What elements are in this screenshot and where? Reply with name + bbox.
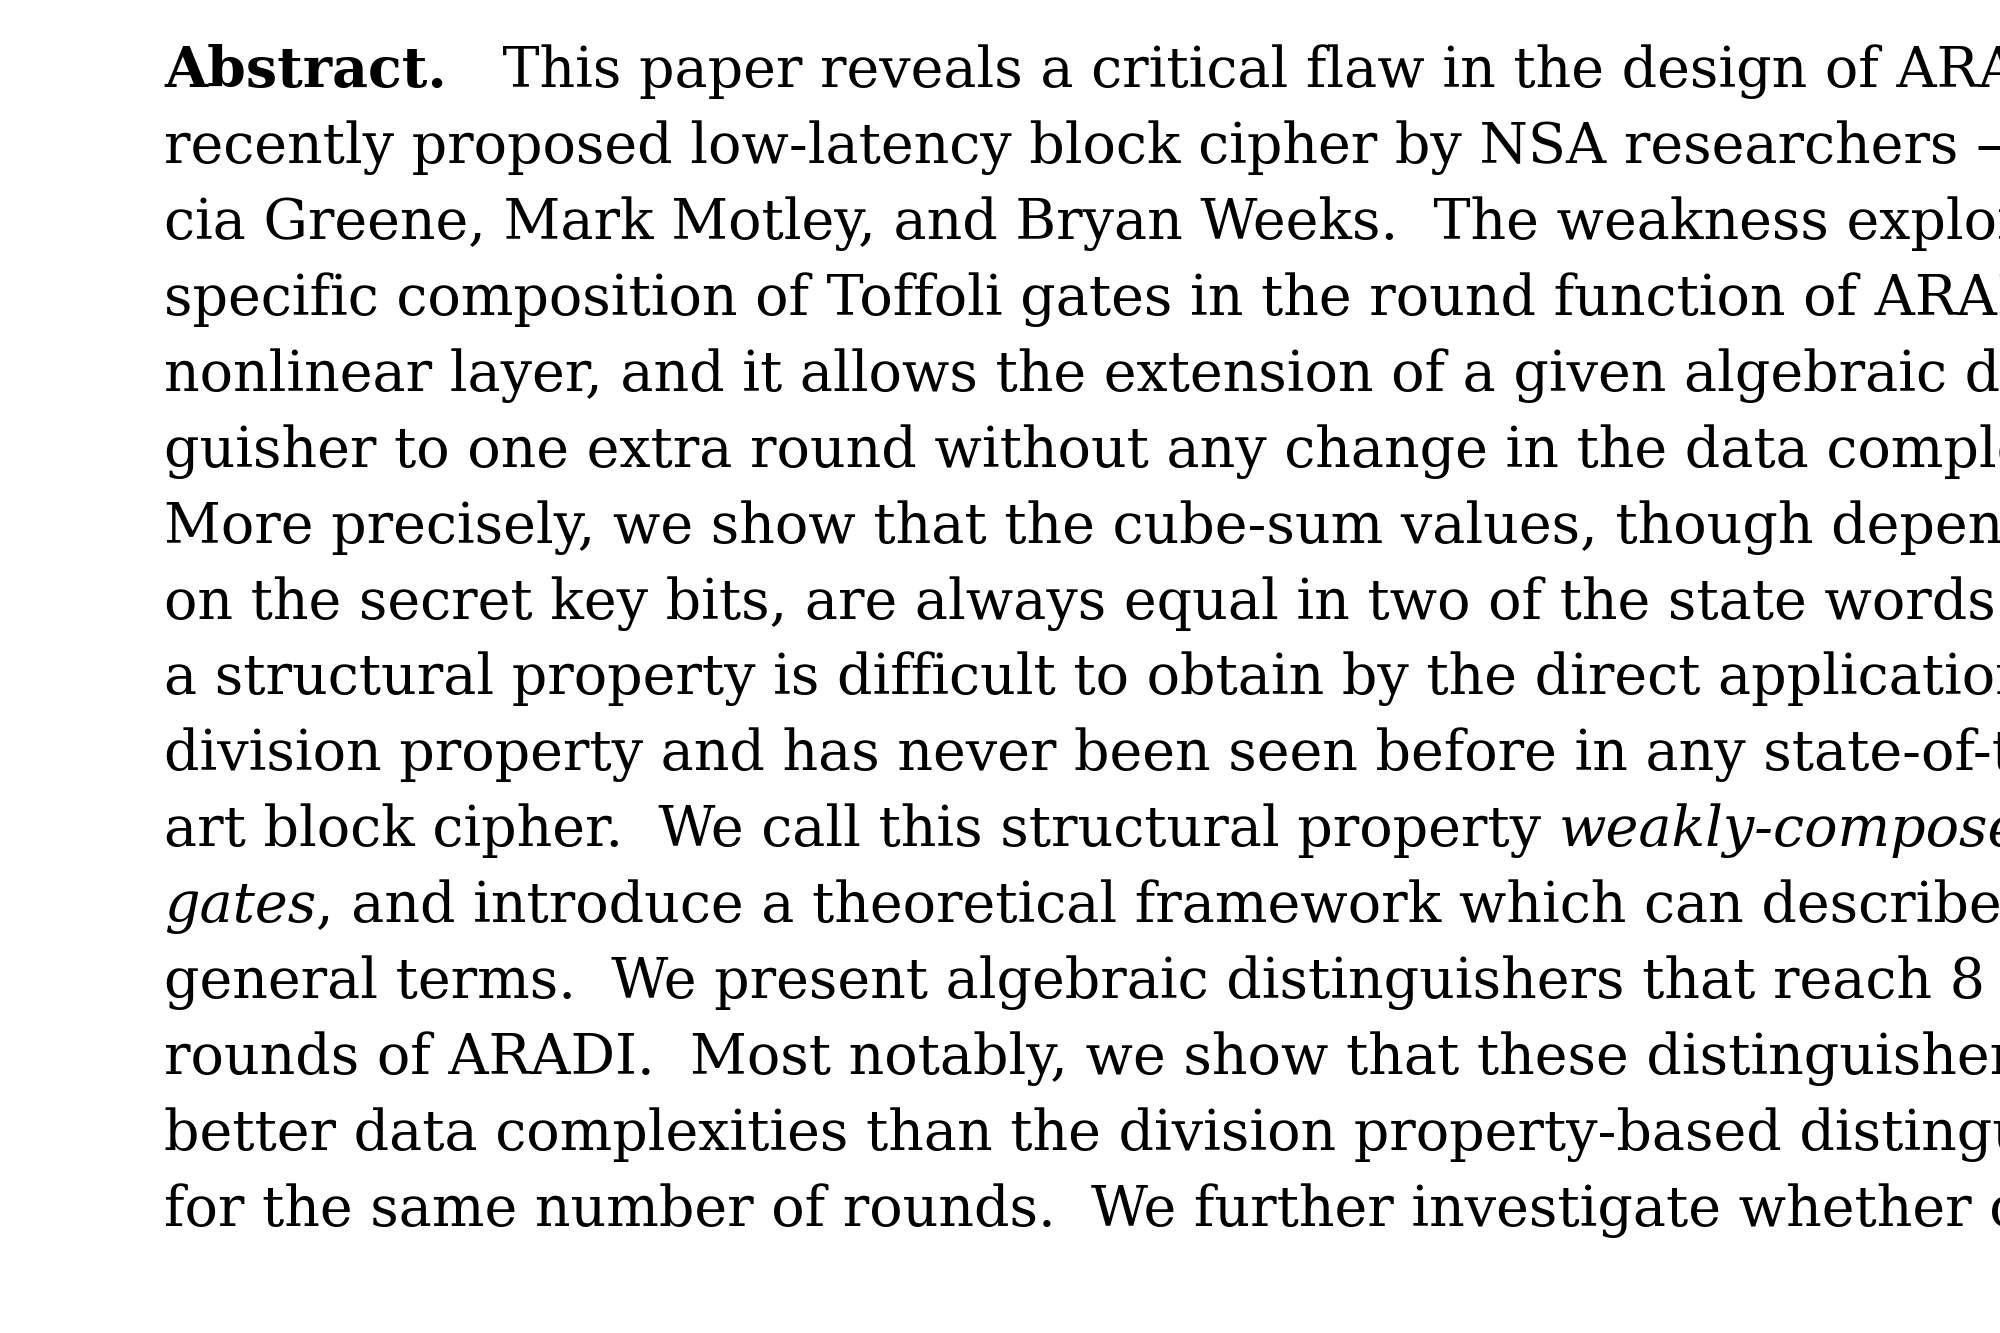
Text: better data complexities than the division property-based distinguishers: better data complexities than the divisi…: [164, 1108, 2000, 1162]
Text: division property and has never been seen before in any state-of-the-: division property and has never been see…: [164, 728, 2000, 782]
Text: general terms.  We present algebraic distinguishers that reach 8 out of 16: general terms. We present algebraic dist…: [164, 956, 2000, 1010]
Text: cia Greene, Mark Motley, and Bryan Weeks.  The weakness exploits the: cia Greene, Mark Motley, and Bryan Weeks…: [164, 196, 2000, 251]
Text: gates: gates: [164, 880, 316, 934]
Text: This paper reveals a critical flaw in the design of ARADI, a: This paper reveals a critical flaw in th…: [446, 44, 2000, 99]
Text: art block cipher.  We call this structural property: art block cipher. We call this structura…: [164, 804, 1558, 858]
Text: More precisely, we show that the cube-sum values, though depending: More precisely, we show that the cube-su…: [164, 500, 2000, 555]
Text: nonlinear layer, and it allows the extension of a given algebraic distin-: nonlinear layer, and it allows the exten…: [164, 348, 2000, 403]
Text: weakly-composed-Toffoli: weakly-composed-Toffoli: [1558, 804, 2000, 858]
Text: on the secret key bits, are always equal in two of the state words.  Such: on the secret key bits, are always equal…: [164, 576, 2000, 631]
Text: Abstract.: Abstract.: [164, 44, 446, 99]
Text: for the same number of rounds.  We further investigate whether chang-: for the same number of rounds. We furthe…: [164, 1184, 2000, 1238]
Text: , and introduce a theoretical framework which can describe it in: , and introduce a theoretical framework …: [316, 880, 2000, 934]
Text: specific composition of Toffoli gates in the round function of ARADI’s: specific composition of Toffoli gates in…: [164, 272, 2000, 327]
Text: rounds of ARADI.  Most notably, we show that these distinguishers have: rounds of ARADI. Most notably, we show t…: [164, 1032, 2000, 1086]
Text: recently proposed low-latency block cipher by NSA researchers – Patri-: recently proposed low-latency block ciph…: [164, 120, 2000, 175]
Text: a structural property is difficult to obtain by the direct application of: a structural property is difficult to ob…: [164, 652, 2000, 706]
Text: guisher to one extra round without any change in the data complexity.: guisher to one extra round without any c…: [164, 424, 2000, 479]
